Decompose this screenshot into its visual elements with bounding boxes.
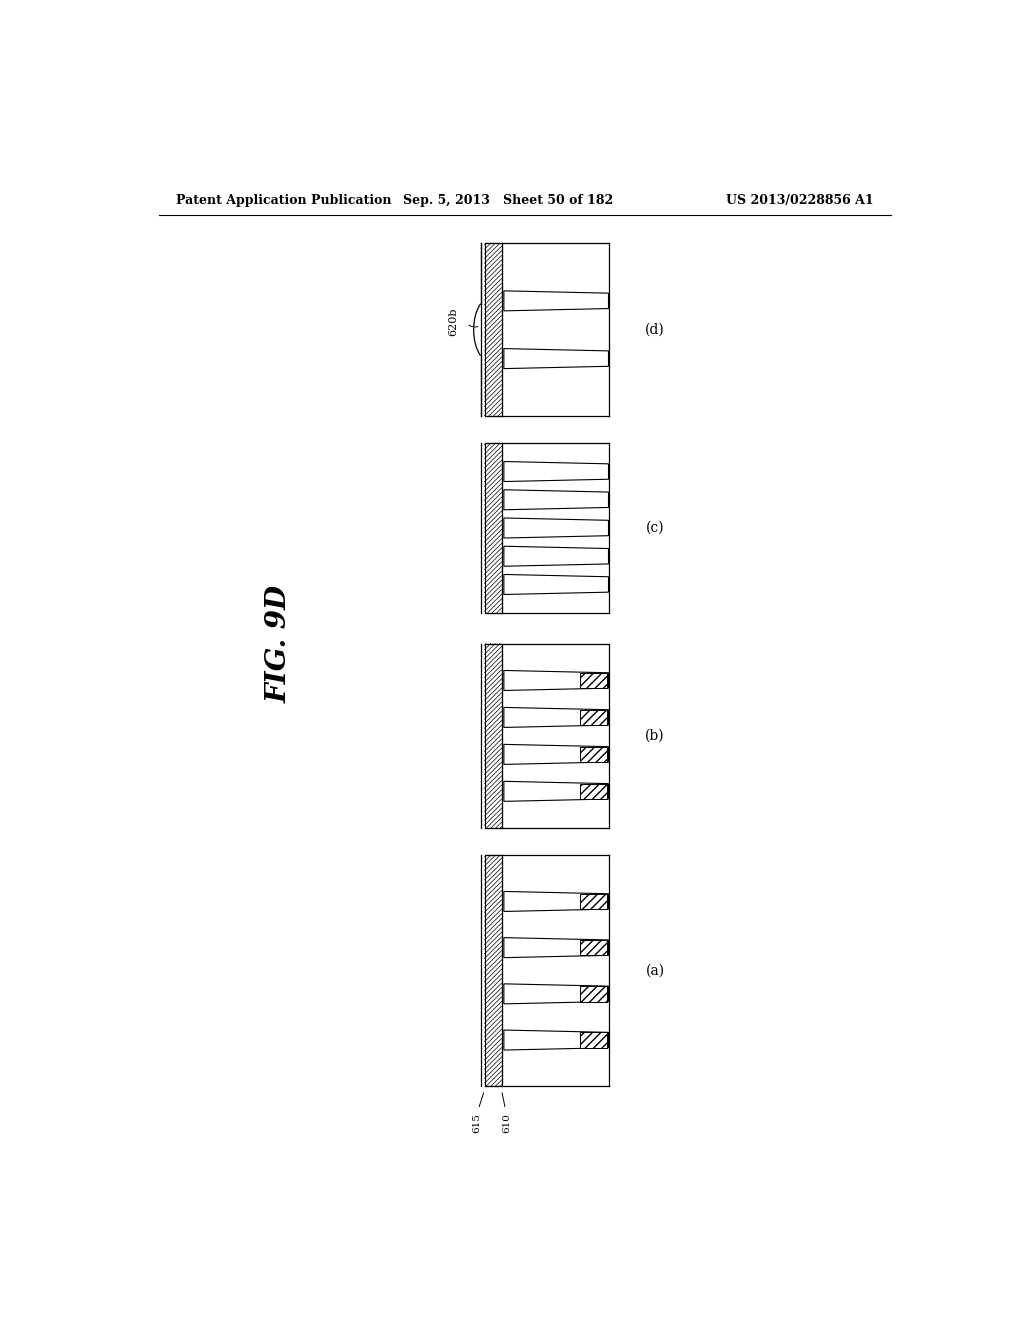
Polygon shape	[504, 574, 608, 594]
Polygon shape	[504, 1030, 608, 1051]
Bar	[580, 784, 607, 799]
Polygon shape	[504, 290, 608, 312]
Bar	[484, 444, 502, 612]
Bar	[484, 243, 502, 416]
Polygon shape	[504, 490, 608, 510]
Bar	[580, 940, 607, 956]
Bar	[484, 855, 502, 1086]
Bar	[580, 986, 607, 1002]
Bar	[580, 747, 607, 762]
Polygon shape	[504, 517, 608, 539]
Polygon shape	[504, 781, 608, 801]
Bar	[484, 644, 502, 829]
Text: (a): (a)	[645, 964, 665, 978]
Bar	[580, 940, 607, 956]
Polygon shape	[504, 348, 608, 368]
Bar	[580, 673, 607, 688]
Bar	[580, 710, 607, 725]
Bar	[580, 986, 607, 1002]
Text: (d): (d)	[645, 322, 665, 337]
Bar	[580, 710, 607, 725]
Text: 620b: 620b	[449, 308, 459, 337]
Polygon shape	[504, 708, 608, 727]
Text: Sep. 5, 2013   Sheet 50 of 182: Sep. 5, 2013 Sheet 50 of 182	[402, 194, 613, 207]
Text: (c): (c)	[646, 521, 665, 535]
Text: Patent Application Publication: Patent Application Publication	[176, 194, 391, 207]
Bar	[580, 747, 607, 762]
Bar	[580, 673, 607, 688]
Polygon shape	[504, 462, 608, 482]
Text: US 2013/0228856 A1: US 2013/0228856 A1	[726, 194, 873, 207]
Bar	[580, 784, 607, 799]
Polygon shape	[504, 983, 608, 1003]
Text: (b): (b)	[645, 729, 665, 743]
Polygon shape	[504, 937, 608, 958]
Bar	[580, 894, 607, 909]
Text: 610: 610	[503, 1113, 511, 1133]
Polygon shape	[504, 546, 608, 566]
Bar	[580, 1032, 607, 1048]
Polygon shape	[504, 671, 608, 690]
Bar	[580, 894, 607, 909]
Polygon shape	[504, 744, 608, 764]
Text: 615: 615	[472, 1113, 481, 1133]
Polygon shape	[504, 891, 608, 911]
Bar	[580, 1032, 607, 1048]
Text: FIG. 9D: FIG. 9D	[265, 585, 293, 702]
